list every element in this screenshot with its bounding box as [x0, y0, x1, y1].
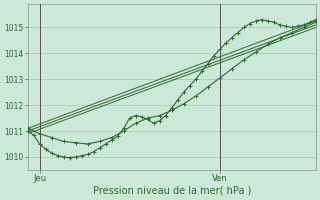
- X-axis label: Pression niveau de la mer( hPa ): Pression niveau de la mer( hPa ): [92, 186, 251, 196]
